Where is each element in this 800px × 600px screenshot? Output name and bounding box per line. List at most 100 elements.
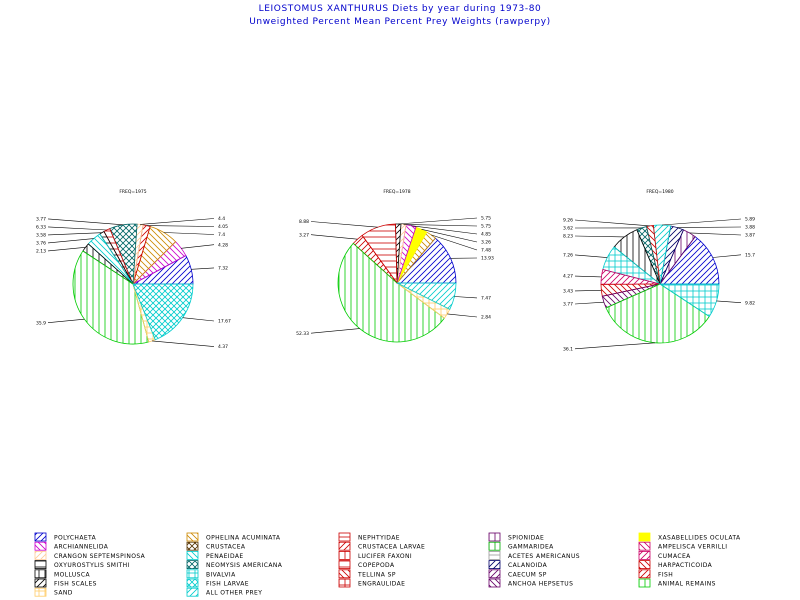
leader-line	[140, 218, 215, 225]
legend-label: ALL OTHER PREY	[206, 590, 262, 597]
legend-label: FISH SCALES	[54, 581, 97, 588]
pie-slice-animal-remains	[72, 250, 150, 345]
slice-label-anchoa-hepsetus: 3.77	[563, 302, 573, 308]
slice-label-bivalvia: 7.26	[563, 253, 573, 259]
leader-line	[47, 232, 102, 236]
legend-swatch	[638, 569, 651, 579]
legend-label: ANCHOA HEPSETUS	[508, 581, 573, 588]
leader-line	[146, 225, 215, 227]
legend: POLYCHAETA OPHELINA ACUMINATA NEPHTYIDAE SP…	[34, 532, 741, 597]
leader-line	[47, 247, 86, 252]
leader-line	[398, 217, 478, 225]
leader-line	[182, 317, 215, 322]
slice-label-archiannelida: 4.28	[218, 242, 228, 248]
leader-line	[716, 300, 742, 303]
leader-line	[411, 225, 478, 235]
legend-item-sand: SAND	[34, 587, 72, 597]
legend-label: ENGRAULIDAE	[358, 581, 405, 588]
legend-item-archiannelida: ARCHIANNELIDA	[34, 541, 109, 551]
pie-slice-animal-remains	[337, 242, 445, 343]
legend-label: SPIONIDAE	[508, 535, 544, 542]
leader-line	[454, 296, 478, 299]
slice-label-fish-scales: 5.75	[481, 216, 491, 222]
chart-subtitle: Unweighted Percent Mean Percent Prey Wei…	[249, 17, 551, 27]
leader-line	[689, 232, 742, 236]
legend-swatch	[338, 578, 351, 588]
legend-label: HARPACTICOIDA	[658, 562, 713, 569]
slice-label-harpacticoida: 3.43	[563, 289, 573, 295]
legend-item-lucifer-faxoni: LUCIFER FAXONI	[338, 551, 412, 560]
legend-swatch	[34, 560, 47, 569]
legend-label: CAECUM SP	[508, 571, 547, 578]
pie-title: FREQ=1980	[646, 189, 673, 195]
legend-item-oxyurostylis-smithi: OXYUROSTYLIS SMITHI	[34, 560, 129, 569]
legend-item-fish-scales: FISH SCALES	[34, 578, 97, 588]
legend-swatch	[338, 541, 351, 551]
legend-swatch	[34, 532, 47, 542]
legend-swatch	[186, 560, 199, 569]
slice-label-penaeidae: 3.76	[36, 240, 46, 246]
legend-label: ARCHIANNELIDA	[54, 544, 109, 551]
pie-title: FREQ=1975	[119, 189, 146, 195]
slice-label-crustacea-larvae: 4.05	[218, 224, 228, 230]
legend-label: COPEPODA	[358, 562, 395, 569]
legend-swatch	[488, 532, 501, 542]
slice-label-polychaeta: 13.93	[481, 256, 494, 262]
leader-line	[662, 218, 742, 226]
legend-item-copepoda: COPEPODA	[338, 560, 395, 569]
leader-line	[421, 229, 478, 243]
leader-line	[403, 224, 478, 227]
slice-label-polychaeta: 15.7	[745, 252, 755, 258]
slice-label-fish: 3.27	[299, 232, 309, 238]
legend-label: GAMMARIDEA	[508, 544, 554, 551]
legend-label: TELLINA SP	[357, 571, 396, 578]
slice-label-polychaeta: 7.32	[218, 265, 228, 271]
legend-swatch	[488, 551, 501, 560]
leader-line	[574, 254, 608, 258]
legend-swatch	[338, 551, 351, 560]
slice-label-ophelina-acuminata: 7.48	[481, 248, 491, 254]
legend-swatch	[186, 532, 199, 542]
legend-label: CRUSTACEA LARVAE	[358, 544, 425, 551]
legend-item-calanoida: CALANOIDA	[488, 560, 547, 569]
leader-line	[181, 244, 215, 249]
legend-item-fish: FISH	[638, 569, 673, 579]
legend-label: AMPELISCA VERRILLI	[658, 544, 727, 551]
legend-swatch	[338, 569, 351, 579]
legend-swatch	[186, 569, 199, 579]
leader-line	[712, 254, 742, 258]
leader-line	[574, 301, 604, 305]
legend-label: CUMACEA	[658, 553, 691, 560]
legend-swatch	[338, 560, 351, 569]
slice-label-ophelina-acuminata: 7.4	[218, 232, 225, 238]
slice-label-archiannelida: 4.85	[481, 232, 491, 238]
slice-label-mollusca: 2.13	[36, 248, 46, 254]
legend-label: OPHELINA ACUMINATA	[206, 535, 281, 542]
leader-line	[310, 221, 378, 228]
slice-label-animal-remains: 52.33	[296, 331, 309, 337]
leader-line	[431, 234, 478, 251]
legend-label: NEOMYSIS AMERICANA	[206, 562, 283, 569]
legend-swatch	[488, 541, 501, 551]
legend-item-nephtyidae: NEPHTYIDAE	[338, 532, 400, 542]
legend-label: PENAEIDAE	[206, 553, 244, 560]
slice-label-neomysis-americana: 3.77	[36, 216, 46, 222]
legend-item-fish-larvae: FISH LARVAE	[186, 578, 249, 588]
legend-item-gammaridea: GAMMARIDEA	[488, 541, 554, 551]
slice-label-tellina-sp: 9.26	[563, 218, 573, 224]
leader-line	[574, 275, 602, 278]
leader-line	[574, 219, 650, 227]
leader-line	[447, 313, 478, 318]
leader-line	[47, 218, 124, 226]
legend-label: ANIMAL REMAINS	[658, 581, 716, 588]
legend-label: CRUSTACEA	[206, 544, 246, 551]
pie-charts: FREQ=1975 4.4 4.05 7.4 4.28 7.32 17.67 4.37 3.77…	[36, 189, 755, 352]
leader-line	[47, 318, 85, 323]
legend-label: LUCIFER FAXONI	[358, 553, 412, 560]
slice-label-spionidae: 3.87	[745, 233, 755, 239]
legend-item-harpacticoida: HARPACTICOIDA	[638, 560, 713, 569]
slice-label-animal-remains: 36.1	[563, 346, 573, 352]
legend-item-tellina-sp: TELLINA SP	[338, 569, 396, 579]
legend-label: FISH LARVAE	[206, 581, 249, 588]
